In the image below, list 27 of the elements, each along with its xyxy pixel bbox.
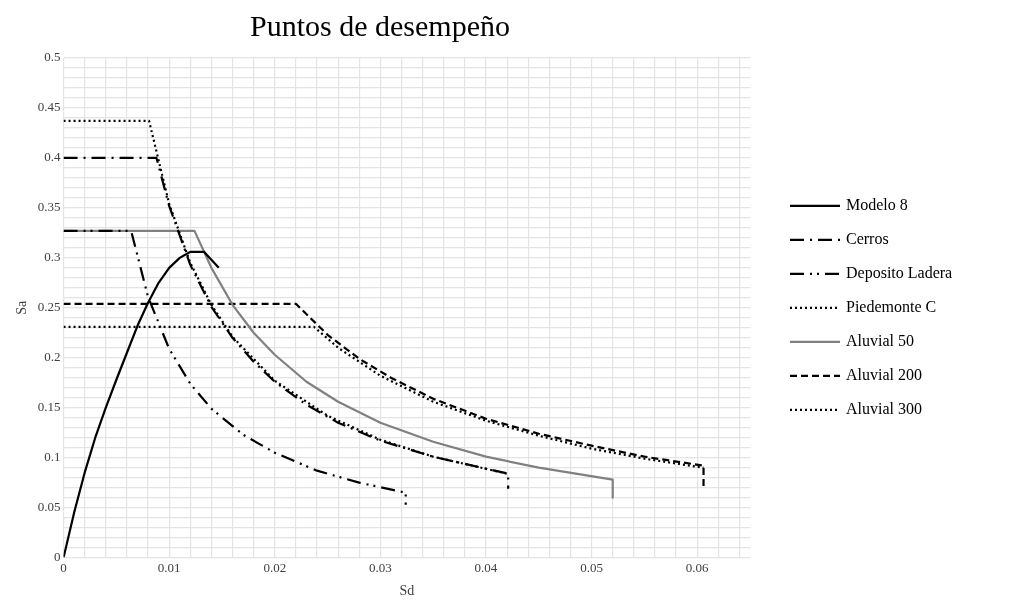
y-tick-label: 0.3 xyxy=(44,249,61,265)
legend-label: Cerros xyxy=(846,230,889,247)
legend-label: Modelo 8 xyxy=(846,196,908,213)
x-tick-label: 0.02 xyxy=(263,559,287,575)
legend-label: Aluvial 50 xyxy=(846,332,914,349)
legend-label: Deposito Ladera xyxy=(846,264,953,282)
y-axis-title: Sa xyxy=(14,300,30,315)
x-tick-label: 0.03 xyxy=(369,559,392,575)
chart-title: Puntos de desempeño xyxy=(250,8,510,42)
y-tick-label: 0.1 xyxy=(44,449,61,465)
x-tick-label: 0.06 xyxy=(685,559,710,575)
y-tick-label: 0.2 xyxy=(44,349,61,365)
y-tick-label: 0 xyxy=(54,549,61,565)
y-tick-label: 0.5 xyxy=(44,49,61,65)
y-tick-label: 0.05 xyxy=(37,499,61,515)
legend-label: Piedemonte C xyxy=(846,298,937,315)
y-tick-label: 0.45 xyxy=(37,99,61,115)
legend-label: Aluvial 300 xyxy=(846,400,922,417)
y-tick-label: 0.4 xyxy=(44,149,62,165)
y-tick-label: 0.35 xyxy=(37,199,61,215)
x-tick-label: 0.01 xyxy=(157,559,181,575)
y-tick-label: 0.25 xyxy=(37,299,61,315)
x-tick-label: 0.04 xyxy=(474,559,498,575)
legend-label: Aluvial 200 xyxy=(846,366,922,383)
x-axis-title: Sd xyxy=(399,583,415,599)
x-tick-label: 0.05 xyxy=(580,559,603,575)
y-tick-label: 0.15 xyxy=(37,399,61,415)
